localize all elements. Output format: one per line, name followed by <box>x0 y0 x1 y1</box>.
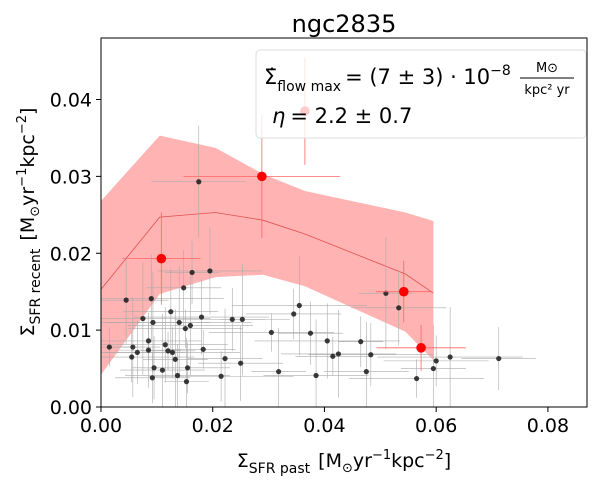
y-tick-label: 0.00 <box>50 397 92 419</box>
data-point <box>222 355 228 362</box>
data-point <box>174 372 181 379</box>
data-point <box>276 369 282 375</box>
data-point <box>165 348 171 354</box>
data-point <box>169 349 176 356</box>
data-point <box>218 373 224 379</box>
x-tick-label: 0.02 <box>192 415 234 437</box>
data-point <box>181 285 187 291</box>
data-point <box>187 322 193 329</box>
data-point <box>396 305 402 311</box>
eta-value: = 2.2 ± 0.7 <box>290 104 412 128</box>
data-point <box>238 360 244 366</box>
sigma-dot-symbol: Σ̇ <box>264 65 277 89</box>
x-tick-label: 0.06 <box>415 415 457 437</box>
data-point <box>176 319 182 326</box>
axis-ticks: 0.00 0.02 0.04 0.06 0.08 0.00 0.01 0.02 0.03 0.04 <box>50 90 569 438</box>
x-axis-label: ΣSFR past [M⊙yr−1kpc−2] <box>237 448 451 477</box>
data-point <box>123 297 129 303</box>
x-tick-label: 0.04 <box>303 415 345 437</box>
band-median-line <box>100 212 434 294</box>
data-point <box>145 347 152 353</box>
data-points <box>106 179 502 385</box>
annotation-box <box>255 49 587 139</box>
data-point <box>130 344 136 350</box>
data-point <box>358 339 364 345</box>
data-point <box>268 329 274 336</box>
binned-point <box>156 253 167 264</box>
flow-exponent: −8 <box>490 63 511 79</box>
binned-point <box>398 286 409 297</box>
band-fill <box>101 135 434 375</box>
plot-frame <box>100 37 588 408</box>
data-point <box>184 365 191 371</box>
data-point <box>129 354 135 360</box>
chart-title: ngc2835 <box>292 10 397 38</box>
y-tick-label: 0.02 <box>50 243 92 265</box>
unit-numerator: M⊙ <box>536 61 558 76</box>
data-point <box>229 316 235 322</box>
data-point <box>207 268 213 274</box>
data-point <box>433 358 439 364</box>
data-point <box>162 342 168 348</box>
annotation-line-1: Σ̇flow max = (7 ± 3) · 10−8 <box>264 63 511 95</box>
data-point <box>363 369 369 375</box>
data-point <box>307 330 314 336</box>
data-point <box>168 309 174 315</box>
data-point <box>183 379 190 385</box>
x-tick-label: 0.00 <box>80 415 122 437</box>
data-point <box>335 351 342 357</box>
annotation-line-2: η = 2.2 ± 0.7 <box>272 104 412 128</box>
data-point <box>189 269 195 276</box>
data-point <box>313 372 319 379</box>
data-point <box>148 296 154 302</box>
data-point <box>324 338 330 344</box>
data-point <box>430 365 436 372</box>
y-tick-label: 0.01 <box>50 320 92 342</box>
data-point <box>496 355 502 362</box>
flow-subscript: flow max <box>277 79 341 95</box>
y-tick-label: 0.04 <box>50 90 92 112</box>
flow-equation: = (7 ± 3) · 10 <box>345 65 490 89</box>
data-point <box>106 344 112 350</box>
data-point <box>150 319 156 326</box>
x-tick-label: 0.08 <box>527 415 569 437</box>
y-tick-label: 0.03 <box>50 166 92 188</box>
eta-symbol: η <box>272 104 285 128</box>
data-point <box>414 375 420 382</box>
unit-denominator: kpc² yr <box>524 83 570 98</box>
data-point <box>200 346 206 352</box>
data-point <box>291 311 297 317</box>
y-axis-label: ΣSFR recent[M⊙yr−1kpc−2] <box>15 108 44 337</box>
binned-point <box>257 171 267 182</box>
data-point <box>198 314 205 320</box>
data-point <box>145 338 152 344</box>
data-point <box>172 356 178 362</box>
data-point <box>330 353 336 359</box>
binned-point <box>416 343 426 353</box>
data-point <box>239 316 245 322</box>
data-point <box>134 349 140 356</box>
data-point <box>368 352 374 358</box>
data-point <box>182 325 188 332</box>
data-point <box>296 302 302 309</box>
data-point <box>149 375 155 381</box>
data-point <box>196 179 202 185</box>
confidence-band <box>100 135 434 375</box>
data-point <box>140 315 146 322</box>
data-point <box>151 365 157 371</box>
data-point <box>159 367 166 373</box>
data-point <box>447 354 453 360</box>
